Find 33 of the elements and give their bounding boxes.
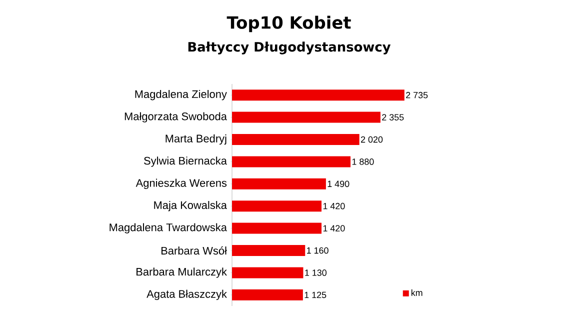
bar xyxy=(232,222,322,234)
bar xyxy=(232,90,404,101)
data-label: 2 735 xyxy=(406,92,428,98)
data-label: 1 880 xyxy=(352,158,374,165)
bar xyxy=(232,178,326,190)
y-tick-label: Maja Kowalska xyxy=(154,200,227,212)
chart-subtitle: Bałtyccy Długodystansowcy xyxy=(188,42,391,54)
bar xyxy=(232,134,360,145)
bar xyxy=(232,289,303,300)
legend-label: km xyxy=(411,289,422,296)
data-label: 1 490 xyxy=(328,180,350,188)
y-tick-label: Magdalena Zielony xyxy=(135,90,227,100)
y-tick-label: Agata Błaszczyk xyxy=(146,290,227,300)
y-tick-label: Barbara Wsół xyxy=(162,246,227,255)
data-label: 1 160 xyxy=(307,247,328,254)
bar xyxy=(232,112,380,123)
data-label: 1 125 xyxy=(304,292,326,298)
bar xyxy=(232,200,322,212)
data-label: 1 130 xyxy=(305,270,327,276)
y-tick-label: Małgorzata Swoboda xyxy=(124,112,227,122)
bar xyxy=(232,267,304,278)
data-label: 2 355 xyxy=(382,114,404,120)
y-tick-label: Marta Bedryj xyxy=(166,134,226,145)
data-label: 1 420 xyxy=(323,202,345,210)
y-tick-label: Magdalena Twardowska xyxy=(110,223,227,234)
y-tick-label: Sylwia Biernacka xyxy=(144,156,227,167)
data-label: 1 420 xyxy=(323,225,345,232)
data-label: 2 020 xyxy=(360,136,383,143)
chart-title: Top10 Kobiet xyxy=(226,16,351,32)
y-tick-label: Agnieszka Werens xyxy=(136,178,227,189)
bar xyxy=(232,156,351,168)
bar xyxy=(232,245,306,256)
y-tick-label: Barbara Mularczyk xyxy=(136,268,227,278)
